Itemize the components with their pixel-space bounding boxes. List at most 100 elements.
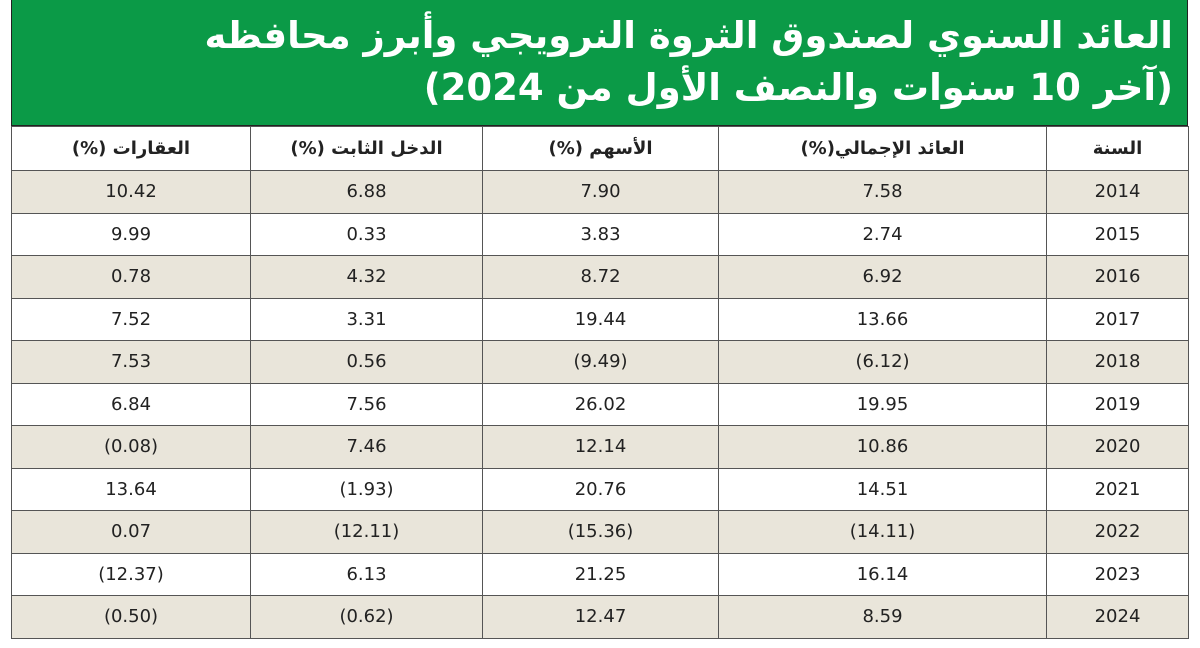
table-cell: 16.14 <box>718 552 1047 596</box>
year: 2016 <box>1094 266 1141 288</box>
table-cell: 9.99 <box>11 212 251 256</box>
table-cell: 26.02 <box>482 382 719 426</box>
table-cell: 2016 <box>1046 255 1189 299</box>
table-cell: (0.08) <box>11 425 251 469</box>
table-row: 2017 13.66 19.44 3.31 7.52 <box>11 297 1189 341</box>
table-row: 2022 (14.11) (15.36) (12.11) 0.07 <box>11 510 1189 554</box>
table-cell: 13.64 <box>11 467 251 511</box>
return-value: 9.99 <box>110 223 152 245</box>
return-value: (9.49) <box>573 351 628 373</box>
header-row: السنة العائد الإجمالي(%) الأسهم (%) الدخل ا… <box>11 126 1189 171</box>
table-cell: 2015 <box>1046 212 1189 256</box>
column-header: العائد الإجمالي(%) <box>718 126 1047 171</box>
table-cell: 6.13 <box>250 552 483 596</box>
table-cell: 2.74 <box>718 212 1047 256</box>
table-cell: (6.12) <box>718 340 1047 384</box>
table-cell: 20.76 <box>482 467 719 511</box>
table-cell: 2022 <box>1046 510 1189 554</box>
return-value: (1.93) <box>339 478 394 500</box>
return-value: (0.62) <box>339 606 394 628</box>
table-cell: 19.44 <box>482 297 719 341</box>
table-cell: 21.25 <box>482 552 719 596</box>
return-value: 21.25 <box>574 563 627 585</box>
year: 2022 <box>1094 521 1141 543</box>
table-cell: 7.56 <box>250 382 483 426</box>
table-row: 2021 14.51 20.76 (1.93) 13.64 <box>11 467 1189 511</box>
return-value: 13.64 <box>105 478 157 500</box>
table-cell: 2021 <box>1046 467 1189 511</box>
table-row: 2020 10.86 12.14 7.46 (0.08) <box>11 425 1189 469</box>
return-value: 6.13 <box>346 563 387 585</box>
table-cell: 2017 <box>1046 297 1189 341</box>
return-value: 19.95 <box>856 393 909 415</box>
table-cell: 8.72 <box>482 255 719 299</box>
column-header: العقارات (%) <box>11 126 251 171</box>
table-cell: (1.93) <box>250 467 483 511</box>
table-cell: (14.11) <box>718 510 1047 554</box>
return-value: (0.08) <box>103 436 159 458</box>
table-cell: 7.90 <box>482 170 719 214</box>
return-value: 16.14 <box>856 563 909 585</box>
return-value: 7.58 <box>862 181 903 203</box>
table-cell: 6.88 <box>250 170 483 214</box>
year: 2019 <box>1094 393 1141 415</box>
return-value: 26.02 <box>574 393 627 415</box>
table-cell: (0.62) <box>250 595 483 639</box>
table-cell: 2020 <box>1046 425 1189 469</box>
table-cell: 7.46 <box>250 425 483 469</box>
return-value: 8.72 <box>580 266 621 288</box>
return-value: 6.92 <box>862 266 903 288</box>
table-row: 2014 7.58 7.90 6.88 10.42 <box>11 170 1189 214</box>
return-value: 2.74 <box>862 223 903 245</box>
return-value: 14.51 <box>856 478 909 500</box>
table-cell: 10.86 <box>718 425 1047 469</box>
table-cell: (9.49) <box>482 340 719 384</box>
return-value: 10.86 <box>856 436 909 458</box>
year: 2014 <box>1094 181 1141 203</box>
table-cell: (15.36) <box>482 510 719 554</box>
return-value: 0.78 <box>110 266 152 288</box>
table-cell: 12.14 <box>482 425 719 469</box>
table-cell: 2024 <box>1046 595 1189 639</box>
year: 2021 <box>1094 478 1141 500</box>
return-value: 6.84 <box>110 393 152 415</box>
table-cell: 2023 <box>1046 552 1189 596</box>
table-row: 2015 2.74 3.83 0.33 9.99 <box>11 212 1189 256</box>
return-value: 19.44 <box>574 308 627 330</box>
return-value: 7.52 <box>110 308 152 330</box>
return-value: 8.59 <box>862 606 903 628</box>
return-value: 7.53 <box>110 351 152 373</box>
table-row: 2023 16.14 21.25 6.13 (12.37) <box>11 552 1189 596</box>
table-cell: 0.56 <box>250 340 483 384</box>
table-cell: 7.52 <box>11 297 251 341</box>
return-value: 3.31 <box>346 308 387 330</box>
return-value: 7.56 <box>346 393 387 415</box>
table-cell: 6.92 <box>718 255 1047 299</box>
table-cell: 7.58 <box>718 170 1047 214</box>
title-banner: العائد السنوي لصندوق الثروة النرويجي وأب… <box>11 0 1188 126</box>
year: 2020 <box>1094 436 1141 458</box>
return-value: 13.66 <box>856 308 909 330</box>
return-value: 0.56 <box>346 351 387 373</box>
table-cell: (0.50) <box>11 595 251 639</box>
table-cell: 2014 <box>1046 170 1189 214</box>
table-cell: (12.37) <box>11 552 251 596</box>
return-value: 20.76 <box>574 478 627 500</box>
return-value: (14.11) <box>849 521 916 543</box>
table-row: 2019 19.95 26.02 7.56 6.84 <box>11 382 1189 426</box>
year: 2017 <box>1094 308 1141 330</box>
column-header: السنة <box>1046 126 1189 171</box>
return-value: (12.37) <box>98 563 164 585</box>
return-value: (0.50) <box>103 606 159 628</box>
table-cell: 0.07 <box>11 510 251 554</box>
return-value: (15.36) <box>567 521 634 543</box>
returns-table: السنة العائد الإجمالي(%) الأسهم (%) الدخل ا… <box>11 126 1189 639</box>
table-row: 2024 8.59 12.47 (0.62) (0.50) <box>11 595 1189 639</box>
return-value: 6.88 <box>346 181 387 203</box>
return-value: 3.83 <box>580 223 621 245</box>
table-cell: 4.32 <box>250 255 483 299</box>
return-value: 12.47 <box>574 606 627 628</box>
table-cell: 3.31 <box>250 297 483 341</box>
table-row: 2018 (6.12) (9.49) 0.56 7.53 <box>11 340 1189 384</box>
table-row: 2016 6.92 8.72 4.32 0.78 <box>11 255 1189 299</box>
